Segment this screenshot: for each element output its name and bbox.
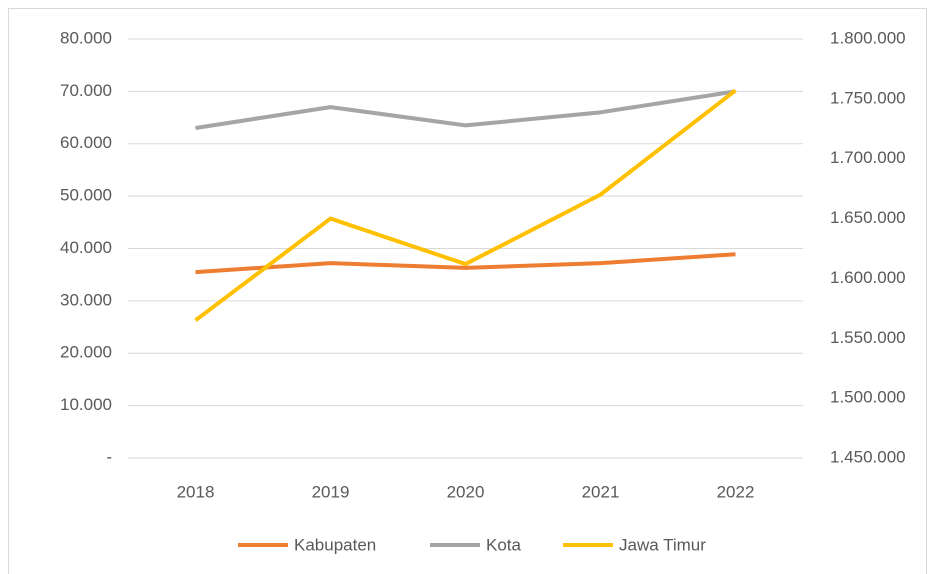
y-tick-label: 50.000 <box>60 186 112 205</box>
y-tick-label: 20.000 <box>60 343 112 362</box>
legend-label: Kota <box>486 535 522 554</box>
x-tick-label: 2019 <box>312 482 350 501</box>
y-tick-label: 10.000 <box>60 395 112 414</box>
y-tick-label: 60.000 <box>60 133 112 152</box>
y-tick-label: 30.000 <box>60 290 112 309</box>
y2-tick-label: 1.800.000 <box>830 28 906 47</box>
x-tick-label: 2018 <box>177 482 215 501</box>
y2-tick-label: 1.650.000 <box>830 208 906 227</box>
y-tick-label: 70.000 <box>60 81 112 100</box>
y-tick-label: 40.000 <box>60 238 112 257</box>
x-tick-label: 2020 <box>447 482 485 501</box>
legend-label: Jawa Timur <box>619 535 706 554</box>
y2-tick-label: 1.600.000 <box>830 268 906 287</box>
y2-tick-label: 1.450.000 <box>830 447 906 466</box>
x-tick-label: 2022 <box>717 482 755 501</box>
y2-tick-label: 1.500.000 <box>830 388 906 407</box>
y2-tick-label: 1.550.000 <box>830 328 906 347</box>
legend-label: Kabupaten <box>294 535 376 554</box>
series-line <box>195 252 736 275</box>
series-line <box>195 89 736 131</box>
y2-tick-label: 1.700.000 <box>830 148 906 167</box>
chart-border <box>8 8 927 574</box>
y-tick-label: 80.000 <box>60 28 112 47</box>
y-tick-label: - <box>106 447 112 466</box>
series-line <box>194 88 737 322</box>
y2-tick-label: 1.750.000 <box>830 88 906 107</box>
x-tick-label: 2021 <box>582 482 620 501</box>
